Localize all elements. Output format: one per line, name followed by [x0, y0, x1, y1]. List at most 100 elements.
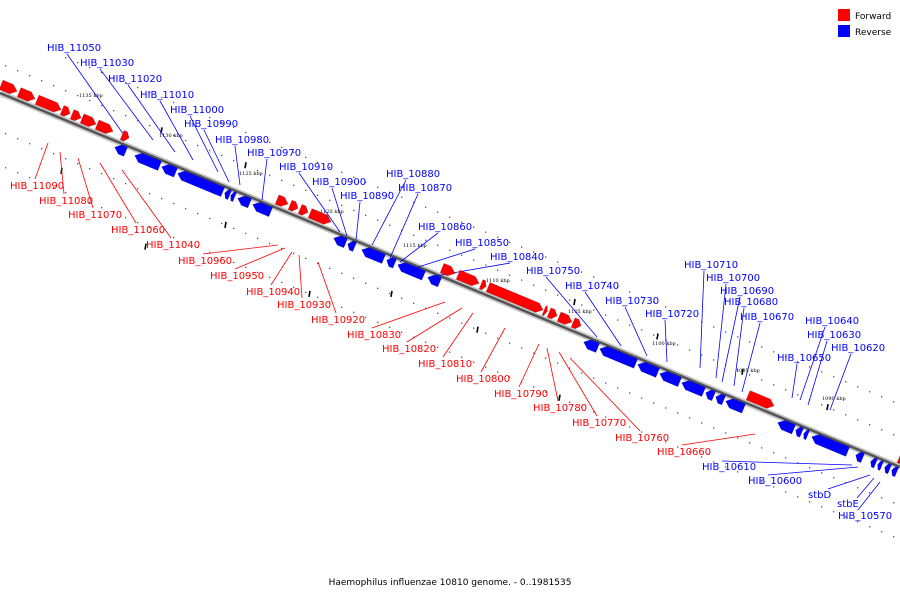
gene-arrow-outline	[69, 109, 82, 122]
reverse-gene-label: HIB_10690	[720, 286, 774, 297]
scale-dot	[569, 367, 571, 369]
scale-dot	[389, 326, 391, 328]
reverse-gene	[659, 371, 683, 387]
gene-arrow	[298, 204, 309, 216]
scale-dot	[77, 61, 79, 64]
scale-dot	[389, 224, 391, 226]
scale-dot	[677, 344, 679, 346]
scale-dot	[305, 156, 307, 159]
scale-dot	[149, 124, 151, 127]
map-caption: Haemophilus influenzae 10810 genome. - 0…	[328, 578, 572, 588]
scale-major-tick	[741, 368, 744, 375]
gene-arrow	[288, 200, 299, 212]
forward-gene-label: HIB_11060	[111, 225, 165, 236]
scale-dot	[761, 481, 763, 483]
reverse-gene	[715, 393, 727, 406]
scale-dot	[101, 172, 103, 175]
scale-dot	[533, 386, 535, 388]
scale-dot	[149, 192, 151, 195]
scale-dot	[689, 316, 691, 318]
scale-dot	[89, 99, 91, 102]
scale-dot	[329, 166, 331, 169]
scale-dot	[161, 96, 163, 99]
scale-dot	[653, 402, 655, 404]
gene-arrow	[681, 380, 706, 397]
scale-dot	[161, 197, 163, 200]
reverse-leader	[66, 53, 125, 136]
scale-dot	[881, 396, 883, 398]
reverse-gene	[637, 361, 661, 378]
scale-dot	[185, 207, 187, 210]
scale-dot	[737, 471, 739, 473]
scale-dot	[641, 329, 643, 331]
scale-dot	[797, 462, 799, 464]
reverse-gene-label: HIB_10610	[702, 462, 756, 473]
scale-tick-label: 1130 kbp	[159, 133, 183, 139]
forward-leader	[34, 142, 49, 180]
scale-dot	[65, 158, 67, 160]
scale-dot	[353, 176, 355, 178]
scale-dot	[893, 434, 895, 436]
scale-dot	[65, 90, 67, 92]
scale-dot	[617, 387, 619, 389]
reverse-leader	[664, 319, 668, 363]
reverse-leader	[715, 283, 727, 379]
forward-leader	[298, 254, 303, 299]
scale-major-tick	[573, 298, 576, 306]
scale-dot	[833, 409, 835, 411]
reverse-leader	[856, 477, 875, 499]
scale-dot	[521, 347, 523, 349]
scale-dot	[845, 381, 847, 383]
scale-dot	[689, 349, 691, 351]
gene-arrow	[224, 189, 232, 200]
forward-gene	[485, 282, 544, 313]
scale-dot	[125, 216, 127, 219]
gene-arrow	[659, 371, 682, 387]
forward-gene	[16, 87, 36, 102]
scale-dot	[437, 312, 439, 314]
scale-major-tick	[826, 403, 829, 411]
reverse-leader	[414, 248, 476, 269]
scale-dot	[737, 437, 739, 439]
gene-arrow	[795, 426, 804, 438]
scale-dot	[29, 75, 31, 77]
scale-dot	[857, 386, 859, 388]
scale-dot	[593, 377, 595, 379]
gene-arrow-outline	[546, 307, 558, 320]
gene-arrow-outline	[455, 269, 480, 287]
reverse-leader	[799, 326, 826, 401]
scale-dot	[413, 336, 415, 338]
scale-dot	[473, 226, 475, 228]
gene-arrow	[877, 460, 884, 471]
scale-dot	[521, 279, 523, 281]
scale-dot	[785, 356, 787, 358]
scale-dot	[269, 141, 271, 144]
scale-dot	[749, 442, 751, 444]
reverse-gene	[134, 152, 163, 171]
scale-dot	[593, 411, 595, 413]
reverse-leader	[355, 201, 361, 241]
scale-dot	[173, 202, 175, 205]
scale-dot	[677, 311, 679, 313]
reverse-gene	[795, 426, 805, 438]
scale-dot	[533, 251, 535, 253]
scale-dot	[197, 212, 199, 215]
reverse-leader	[857, 481, 881, 511]
reverse-gene	[252, 201, 274, 217]
scale-dot	[461, 254, 463, 256]
scale-dot	[521, 246, 523, 248]
label-leaders	[34, 53, 881, 511]
gene-arrow-outline	[745, 390, 775, 409]
scale-dot	[485, 231, 487, 233]
scale-dot	[173, 101, 175, 104]
scale-dot	[281, 146, 283, 149]
scale-dot	[137, 86, 139, 89]
scale-dot	[821, 371, 823, 373]
gene-arrow-outline	[478, 279, 487, 291]
scale-dot	[41, 148, 43, 150]
scale-dot	[221, 154, 223, 157]
scale-dot	[581, 372, 583, 374]
scale-dot	[377, 186, 379, 188]
scale-dot	[437, 244, 439, 246]
scale-major-tick	[308, 290, 311, 297]
